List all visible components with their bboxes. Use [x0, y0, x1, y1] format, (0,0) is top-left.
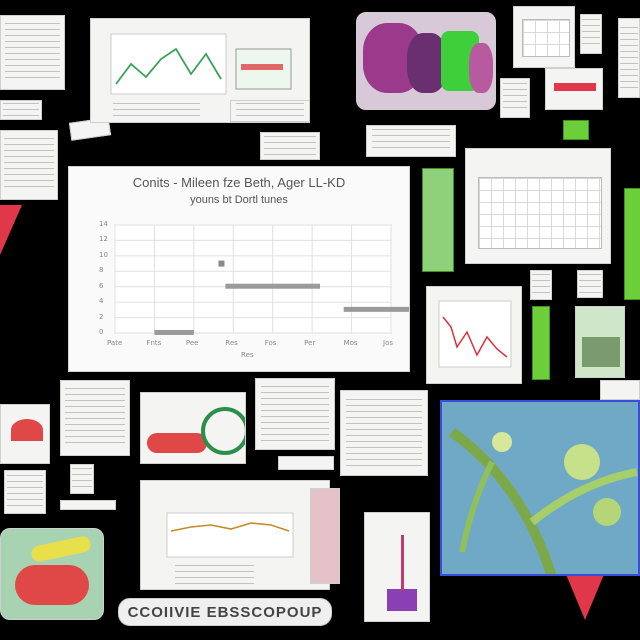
main-chart-title: Conits - Mileen fze Beth, Ager LL-KD [132, 175, 346, 190]
doc-thumb-low-left-3 [60, 500, 116, 510]
doc-card-center-1 [255, 378, 335, 450]
x-tick-label: Pee [185, 339, 199, 347]
plot-area [114, 224, 392, 334]
doc-thumb-top-left [0, 15, 65, 90]
y-tick-label: 12 [99, 235, 108, 244]
main-chart-card: Conits - Mileen fze Beth, Ager LL-KD you… [68, 166, 410, 372]
doc-thumb-top-right-3 [545, 68, 603, 110]
top-line-chart-card [90, 18, 310, 123]
y-tick-label: 6 [99, 281, 104, 290]
bottom-line-series [170, 522, 290, 532]
y-tick-label: 10 [99, 250, 108, 259]
watermelon-card-left [0, 404, 50, 464]
top-line-series [115, 47, 222, 85]
pink-texture-card [310, 488, 340, 584]
doc-thumb-under-illustration [366, 125, 456, 157]
x-tick-label: Res [225, 339, 238, 347]
building-photo-card [575, 306, 625, 378]
doc-thumb-left-3 [0, 130, 58, 200]
x-tick-label: Pate [107, 339, 123, 347]
doc-thumb-edge-right [618, 18, 640, 98]
red-line-chart-card [426, 286, 522, 384]
green-strip-mid [532, 306, 550, 380]
red-line-series [442, 316, 508, 358]
green-strip-right-edge [624, 188, 640, 300]
bottom-banner-text: CCOIIVIE EBSSCOPOUP [127, 604, 323, 621]
doc-card-middle-left [60, 380, 130, 456]
top-line-chart [110, 33, 292, 95]
bottom-line-chart-card [140, 480, 330, 590]
purple-flask-card [364, 512, 430, 622]
green-panel-leaf [422, 168, 454, 272]
x-tick-label: Jos [383, 339, 393, 347]
botanical-illustration [440, 400, 640, 576]
red-corner-left [0, 205, 22, 255]
doc-thumb-under-top [260, 132, 320, 160]
doc-thumb-low-left-2 [70, 464, 94, 494]
doc-thumb-mid-right-2 [577, 270, 603, 298]
main-chart-plot [114, 224, 409, 335]
data-segment-2 [343, 306, 409, 312]
x-tick-label: Mos [343, 339, 358, 347]
data-point-0 [218, 260, 225, 267]
bottom-banner: CCOIIVIE EBSSCOPOUP [118, 598, 332, 626]
doc-thumb-top-right-2 [580, 14, 602, 54]
melon-slice-card [140, 392, 246, 464]
data-segment-0 [154, 330, 194, 335]
grid-chart-right [465, 148, 611, 264]
y-tick-label: 14 [99, 220, 108, 228]
data-segment-1 [225, 283, 321, 289]
main-chart-subtitle: youns bt Dortl tunes [190, 194, 288, 206]
x-tick-label: Fos [264, 339, 277, 347]
doc-thumb-low-left [4, 470, 46, 514]
device-thumb-right [600, 380, 640, 400]
main-chart-x-label: Res [241, 351, 254, 359]
doc-thumb-mid-right-1 [530, 270, 552, 300]
doc-thumb-left-2 [0, 100, 42, 120]
x-tick-label: Fnts [146, 339, 162, 347]
y-tick-label: 0 [99, 328, 104, 336]
y-tick-label: 2 [99, 312, 104, 321]
green-square-small [563, 120, 589, 140]
doc-thumb-top-right-4 [500, 78, 530, 118]
doc-thumb-top-right-1 [513, 6, 575, 68]
y-tick-label: 4 [99, 297, 104, 306]
y-tick-label: 8 [99, 266, 104, 275]
small-caption-card [230, 100, 310, 122]
doc-card-center-2 [340, 390, 428, 476]
floral-illustration [356, 12, 496, 110]
x-tick-label: Per [304, 339, 316, 347]
vegetable-illustration [0, 528, 104, 620]
doc-card-small-under [278, 456, 334, 470]
